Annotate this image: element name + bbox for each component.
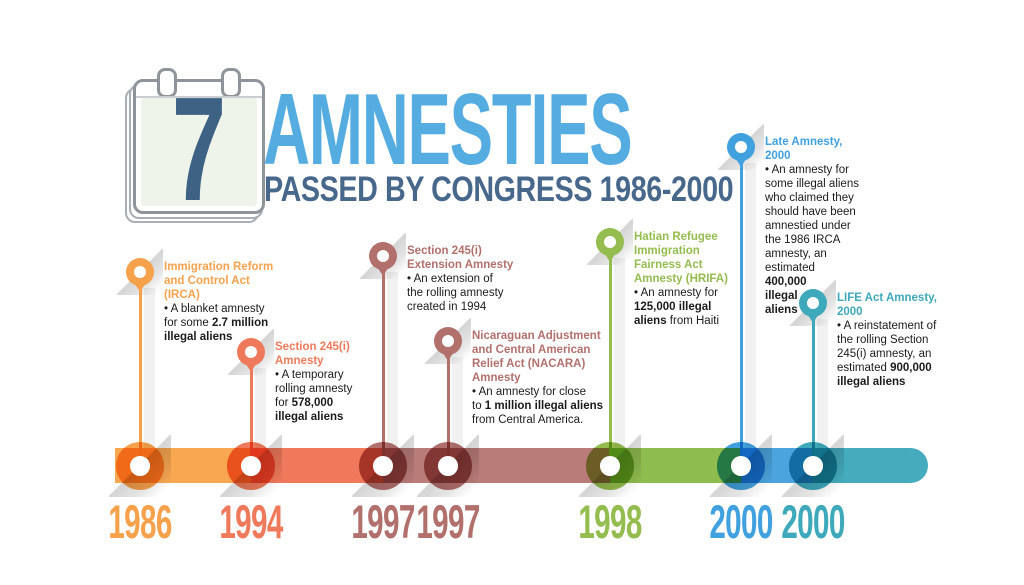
event-desc-segment: from Haiti <box>666 315 720 327</box>
year-label: 1997 <box>351 495 415 548</box>
event-desc-segment: 900,000 illegal aliens <box>837 362 932 388</box>
calendar-page <box>141 98 257 206</box>
timeline-node-hole <box>130 456 150 476</box>
stem-shadow <box>255 368 266 448</box>
calendar-icon: 7 <box>133 67 265 232</box>
map-pin-icon <box>799 289 827 329</box>
pin-stem <box>249 366 253 466</box>
event-desc: • An amnesty for some illegal aliens who… <box>765 163 859 317</box>
map-pin-hole <box>134 266 146 278</box>
map-pin-hole <box>245 346 257 358</box>
timeline-node <box>789 442 837 490</box>
event-desc-segment: 400,000 illegal aliens <box>765 276 807 316</box>
event-card: Hatian Refugee Immigration Fairness Act … <box>634 230 728 328</box>
event-desc-segment: 578,000 illegal aliens <box>275 397 344 423</box>
year-label: 1998 <box>578 495 642 548</box>
stem-shadow <box>614 258 625 448</box>
map-pin-icon <box>369 242 397 282</box>
event-desc: • A blanket amnesty for some 2.7 million… <box>164 302 273 344</box>
event-title: LIFE Act Amnesty, 2000 <box>837 292 937 318</box>
map-pin-icon <box>596 228 624 268</box>
pin-stem <box>138 286 142 466</box>
pin-stem <box>446 355 450 466</box>
timeline-node <box>227 442 275 490</box>
event-desc: • A temporary rolling amnesty for 578,00… <box>275 368 352 424</box>
event-desc-segment: 1 million illegal aliens <box>484 400 604 412</box>
year-label: 1986 <box>108 495 172 548</box>
map-pin-hole <box>604 236 616 248</box>
event-desc: • A reinstatement of the rolling Section… <box>837 319 937 389</box>
timeline-node-hole <box>731 456 751 476</box>
event-desc-segment: 125,000 illegal aliens <box>634 301 712 327</box>
event-title: Immigration Reform and Control Act (IRCA… <box>164 261 274 301</box>
timeline-node <box>359 442 407 490</box>
timeline-node <box>586 442 634 490</box>
timeline-node-hole <box>803 456 823 476</box>
map-pin-icon <box>727 133 755 173</box>
map-pin-hole <box>377 250 389 262</box>
stem-shadow <box>745 163 756 448</box>
pin-stem <box>739 161 743 466</box>
timeline-node-hole <box>438 456 458 476</box>
event-card: Nicaraguan Adjustment and Central Americ… <box>472 329 603 427</box>
event-desc-segment: 2.7 million illegal aliens <box>164 317 269 343</box>
event-desc-segment: • An amnesty for some illegal aliens who… <box>765 164 859 274</box>
event-title: Section 245(i) Extension Amnesty <box>407 245 514 271</box>
event-desc: • An amnesty for close to 1 million ille… <box>472 385 603 427</box>
page-subtitle: PASSED BY CONGRESS 1986-2000 <box>264 170 734 209</box>
pin-stem <box>608 256 612 466</box>
map-pin-icon <box>126 258 154 298</box>
map-pin-icon <box>434 327 462 367</box>
stem-shadow <box>817 319 828 448</box>
timeline-node-hole <box>241 456 261 476</box>
event-desc-segment: • An amnesty for close to <box>472 386 586 412</box>
pin-stem <box>381 270 385 466</box>
event-title: Section 245(i) Amnesty <box>275 341 350 367</box>
event-card: Section 245(i) Extension Amnesty • An ext… <box>407 244 513 314</box>
year-label: 1994 <box>219 495 283 548</box>
map-pin-hole <box>442 335 454 347</box>
stem-shadow <box>144 288 155 448</box>
timeline-node <box>717 442 765 490</box>
year-label: 2000 <box>709 495 773 548</box>
calendar-top-divider <box>136 96 262 98</box>
map-pin-icon <box>237 338 265 378</box>
event-desc-segment: from Central America. <box>472 414 584 426</box>
event-title: Nicaraguan Adjustment and Central Americ… <box>472 330 601 384</box>
timeline-node-hole <box>373 456 393 476</box>
amnesty-count: 7 <box>171 67 227 232</box>
stem-shadow <box>387 272 398 448</box>
event-desc-segment: • A reinstatement of the rolling Section… <box>837 320 937 374</box>
timeline-node-hole <box>600 456 620 476</box>
event-desc-segment: • A blanket amnesty for some <box>164 303 265 329</box>
timeline-node <box>116 442 164 490</box>
event-card: Late Amnesty, 2000 • An amnesty for some … <box>765 135 859 317</box>
event-desc-segment: • An extension of the rolling amnesty cr… <box>407 273 504 313</box>
timeline-segment <box>448 448 610 483</box>
event-card: Immigration Reform and Control Act (IRCA… <box>164 260 273 344</box>
event-desc-segment: • A temporary rolling amnesty for <box>275 369 353 409</box>
year-label: 1997 <box>416 495 480 548</box>
page-title: AMNESTIES <box>263 74 633 186</box>
event-desc-segment: • An amnesty for <box>634 287 718 299</box>
event-card: Section 245(i) Amnesty • A temporary roll… <box>275 340 352 424</box>
event-desc: • An amnesty for 125,000 illegal aliens … <box>634 286 728 328</box>
map-pin-hole <box>735 141 747 153</box>
event-desc: • An extension of the rolling amnesty cr… <box>407 272 513 314</box>
stem-shadow <box>452 357 463 448</box>
event-title: Hatian Refugee Immigration Fairness Act … <box>634 231 728 285</box>
event-title: Late Amnesty, 2000 <box>765 136 843 162</box>
event-card: LIFE Act Amnesty, 2000 • A reinstatement … <box>837 291 937 389</box>
timeline-node <box>424 442 472 490</box>
pin-stem <box>811 317 815 466</box>
map-pin-hole <box>807 297 819 309</box>
year-label: 2000 <box>781 495 845 548</box>
